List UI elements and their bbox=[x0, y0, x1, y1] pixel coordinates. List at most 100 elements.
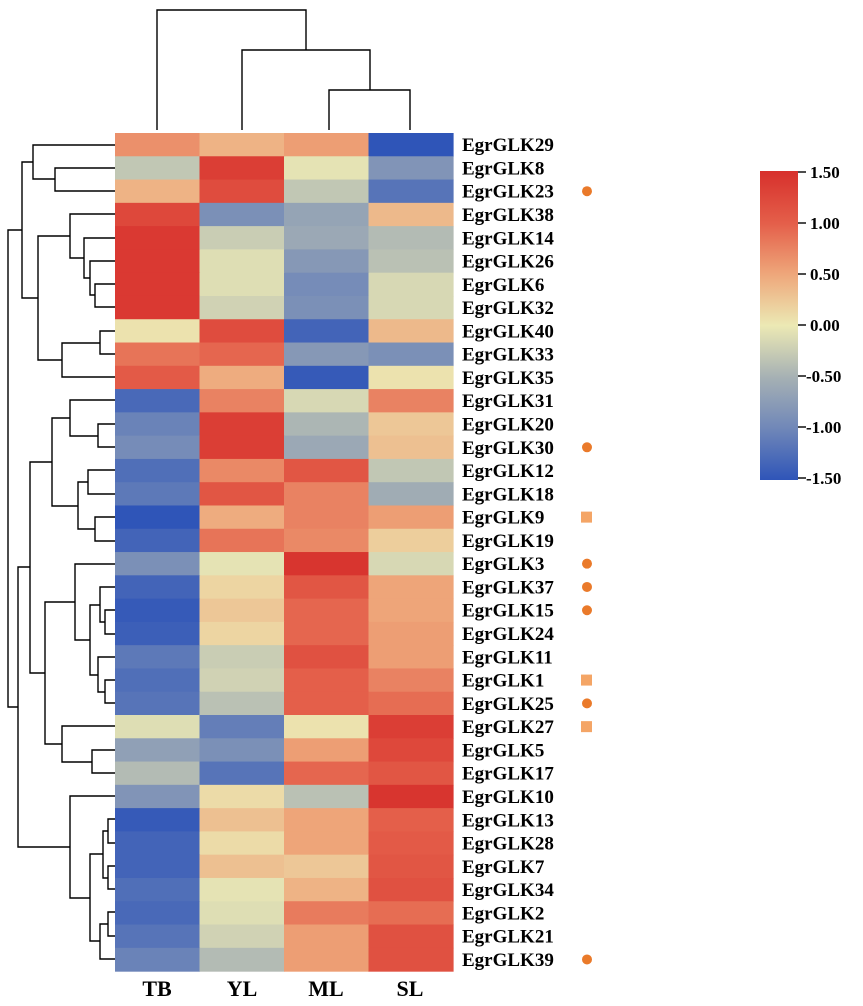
gene-label: EgrGLK3 bbox=[462, 554, 544, 575]
gene-label: EgrGLK37 bbox=[462, 577, 554, 598]
heatmap-cell-egrglk25-yl bbox=[199, 691, 285, 716]
colorbar-gradient bbox=[760, 171, 798, 480]
circle-marker bbox=[582, 558, 592, 569]
heatmap-cell-egrglk18-tb bbox=[115, 482, 201, 507]
heatmap-cell-egrglk30-tb bbox=[115, 435, 201, 460]
heatmap-cell-egrglk30-yl bbox=[199, 435, 285, 460]
heatmap-cell-egrglk25-ml bbox=[284, 691, 370, 716]
heatmap-cell-egrglk32-ml bbox=[284, 295, 370, 320]
column-label-sl: SL bbox=[397, 976, 424, 1001]
heatmap-cell-egrglk35-sl bbox=[368, 365, 454, 390]
heatmap-cell-egrglk24-yl bbox=[199, 621, 285, 646]
gene-label: EgrGLK7 bbox=[462, 857, 545, 878]
heatmap-cell-egrglk23-sl bbox=[368, 179, 454, 204]
gene-label: EgrGLK18 bbox=[462, 484, 554, 505]
heatmap-cell-egrglk3-sl bbox=[368, 552, 454, 576]
heatmap-cell-egrglk31-sl bbox=[368, 389, 454, 413]
colorbar-ticks bbox=[798, 171, 806, 479]
heatmap-cell-egrglk38-sl bbox=[368, 202, 454, 227]
heatmap-cell-egrglk12-tb bbox=[115, 458, 201, 483]
heatmap-cell-egrglk33-tb bbox=[115, 342, 201, 367]
heatmap-cell-egrglk8-tb bbox=[115, 156, 201, 181]
heatmap-cell-egrglk35-tb bbox=[115, 365, 201, 390]
heatmap-cell-egrglk26-ml bbox=[284, 249, 370, 274]
gene-label: EgrGLK12 bbox=[462, 461, 554, 482]
heatmap-cell-egrglk24-sl bbox=[368, 621, 454, 646]
colorbar-tick-label: -1.50 bbox=[806, 469, 841, 488]
heatmap-cell-egrglk35-ml bbox=[284, 365, 370, 390]
heatmap-cell-egrglk17-sl bbox=[368, 761, 454, 786]
heatmap-cell-egrglk13-sl bbox=[368, 808, 454, 832]
heatmap-cell-egrglk11-ml bbox=[284, 645, 370, 670]
heatmap-cell-egrglk11-yl bbox=[199, 645, 285, 670]
heatmap-cell-egrglk30-sl bbox=[368, 435, 454, 460]
heatmap-cell-egrglk3-ml bbox=[284, 552, 370, 576]
heatmap-cell-egrglk17-yl bbox=[199, 761, 285, 786]
heatmap-cell-egrglk31-yl bbox=[199, 389, 285, 413]
gene-label: EgrGLK24 bbox=[462, 624, 554, 645]
heatmap-cell-egrglk2-tb bbox=[115, 901, 201, 926]
gene-label: EgrGLK5 bbox=[462, 740, 544, 761]
heatmap-cell-egrglk11-sl bbox=[368, 645, 454, 670]
heatmap-cell-egrglk15-ml bbox=[284, 598, 370, 623]
colorbar-tick-label: 1.00 bbox=[810, 214, 840, 233]
heatmap-cell-egrglk10-ml bbox=[284, 784, 370, 809]
gene-label: EgrGLK15 bbox=[462, 601, 554, 622]
heatmap-cell-egrglk39-ml bbox=[284, 947, 370, 972]
circle-marker bbox=[582, 581, 592, 592]
circle-marker bbox=[582, 186, 592, 197]
heatmap-cell-egrglk7-yl bbox=[199, 854, 285, 879]
square-marker bbox=[581, 511, 592, 523]
heatmap-cell-egrglk9-tb bbox=[115, 505, 201, 530]
heatmap-cell-egrglk7-ml bbox=[284, 854, 370, 879]
gene-label: EgrGLK21 bbox=[462, 927, 554, 948]
heatmap-cell-egrglk38-ml bbox=[284, 202, 370, 227]
heatmap-cell-egrglk11-tb bbox=[115, 645, 201, 670]
heatmap-cell-egrglk40-tb bbox=[115, 319, 201, 344]
heatmap-cell-egrglk1-tb bbox=[115, 668, 201, 693]
heatmap-cell-egrglk13-ml bbox=[284, 808, 370, 832]
heatmap-cell-egrglk21-yl bbox=[199, 924, 285, 949]
gene-label: EgrGLK30 bbox=[462, 438, 554, 459]
heatmap-cell-egrglk15-sl bbox=[368, 598, 454, 623]
heatmap-cell-egrglk1-ml bbox=[284, 668, 370, 693]
gene-label: EgrGLK32 bbox=[462, 298, 554, 319]
heatmap-cell-egrglk18-yl bbox=[199, 482, 285, 507]
heatmap-cell-egrglk32-tb bbox=[115, 295, 201, 320]
heatmap-cell-egrglk35-yl bbox=[199, 365, 285, 390]
column-label-yl: YL bbox=[227, 976, 258, 1001]
heatmap-cell-egrglk5-ml bbox=[284, 738, 370, 763]
heatmap-cell-egrglk26-yl bbox=[199, 249, 285, 274]
heatmap-cell-egrglk10-sl bbox=[368, 784, 454, 809]
heatmap-cell-egrglk15-tb bbox=[115, 598, 201, 623]
circle-marker bbox=[582, 698, 592, 709]
heatmap-cell-egrglk30-ml bbox=[284, 435, 370, 460]
heatmap-cell-egrglk21-ml bbox=[284, 924, 370, 949]
square-marker bbox=[581, 721, 592, 733]
heatmap-cell-egrglk5-sl bbox=[368, 738, 454, 763]
gene-label: EgrGLK27 bbox=[462, 717, 554, 738]
heatmap-cell-egrglk20-ml bbox=[284, 412, 370, 437]
heatmap-cell-egrglk19-tb bbox=[115, 528, 201, 553]
heatmap-cell-egrglk20-sl bbox=[368, 412, 454, 437]
gene-label: EgrGLK40 bbox=[462, 321, 554, 342]
heatmap-cell-egrglk6-tb bbox=[115, 272, 201, 297]
heatmap-cell-egrglk12-yl bbox=[199, 458, 285, 483]
column-label-tb: TB bbox=[142, 976, 172, 1001]
heatmap-cell-egrglk38-yl bbox=[199, 202, 285, 227]
gene-label: EgrGLK14 bbox=[462, 228, 554, 249]
heatmap-cells bbox=[115, 133, 454, 972]
colorbar-tick-label: 0.00 bbox=[810, 316, 840, 335]
gene-label: EgrGLK25 bbox=[462, 694, 554, 715]
heatmap-cell-egrglk37-ml bbox=[284, 575, 370, 600]
heatmap-cell-egrglk23-tb bbox=[115, 179, 201, 204]
heatmap-cell-egrglk2-ml bbox=[284, 901, 370, 926]
heatmap-cell-egrglk34-ml bbox=[284, 877, 370, 902]
heatmap-cell-egrglk3-yl bbox=[199, 552, 285, 576]
heatmap-cell-egrglk27-ml bbox=[284, 715, 370, 739]
gene-label: EgrGLK2 bbox=[462, 903, 544, 924]
heatmap-cell-egrglk28-yl bbox=[199, 831, 285, 856]
heatmap-cell-egrglk27-tb bbox=[115, 715, 201, 739]
